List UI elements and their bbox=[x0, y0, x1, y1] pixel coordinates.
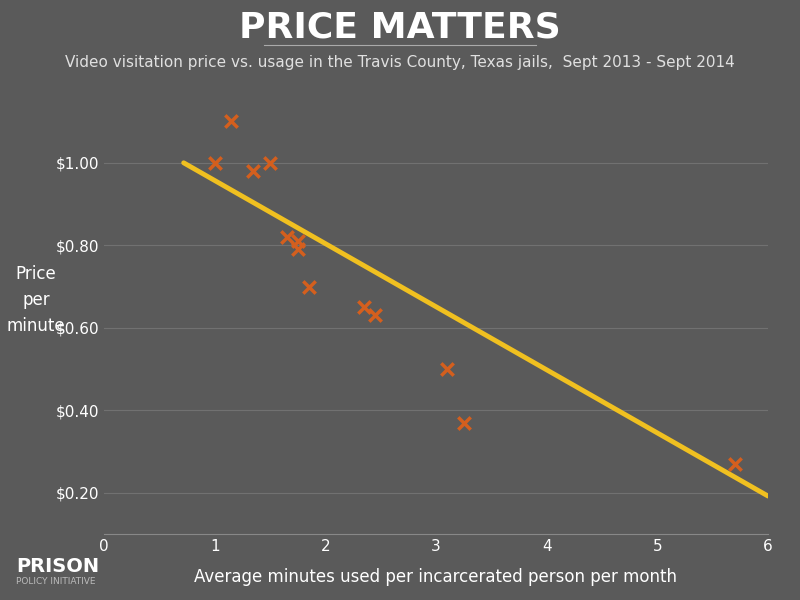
Text: PRICE MATTERS: PRICE MATTERS bbox=[239, 10, 561, 44]
Point bbox=[264, 158, 277, 167]
Text: PRISON: PRISON bbox=[16, 557, 99, 577]
Text: Price
per
minute: Price per minute bbox=[6, 265, 66, 335]
Point bbox=[208, 158, 221, 167]
Point bbox=[291, 245, 304, 254]
Point bbox=[291, 236, 304, 246]
Point bbox=[458, 418, 470, 427]
Point bbox=[728, 459, 741, 469]
Point bbox=[225, 116, 238, 126]
Point bbox=[441, 364, 454, 374]
Point bbox=[247, 166, 260, 176]
Text: POLICY INITIATIVE: POLICY INITIATIVE bbox=[16, 577, 95, 587]
X-axis label: Average minutes used per incarcerated person per month: Average minutes used per incarcerated pe… bbox=[194, 568, 678, 586]
Text: Video visitation price vs. usage in the Travis County, Texas jails,  Sept 2013 -: Video visitation price vs. usage in the … bbox=[65, 55, 735, 70]
Point bbox=[358, 302, 370, 312]
Point bbox=[280, 232, 293, 242]
Point bbox=[302, 281, 315, 291]
Point bbox=[369, 311, 382, 320]
